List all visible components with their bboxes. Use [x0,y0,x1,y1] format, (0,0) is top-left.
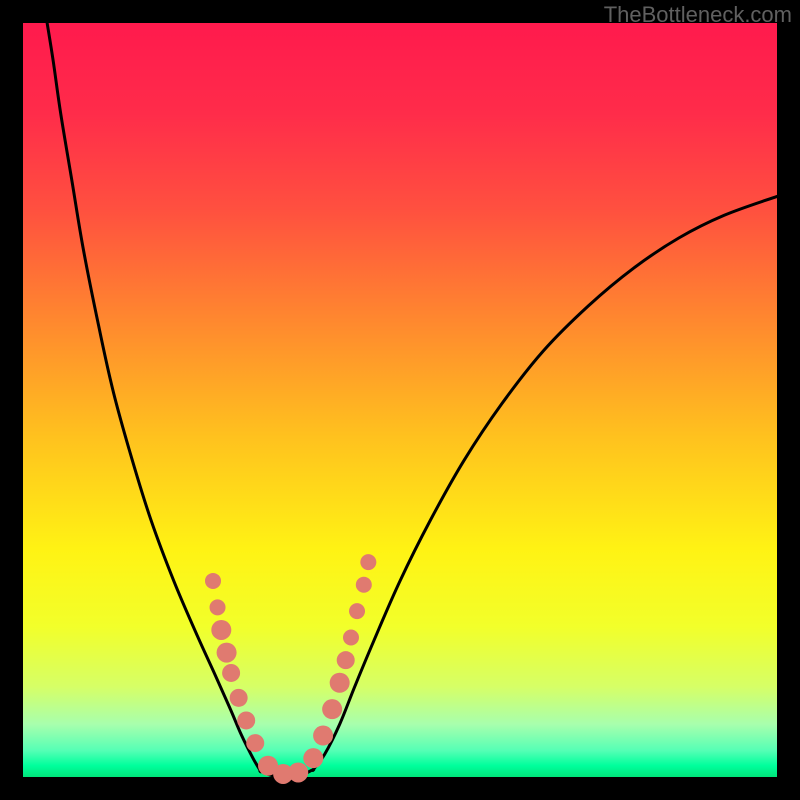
curve-marker [205,573,221,589]
curve-marker [246,734,264,752]
curve-marker [322,699,342,719]
plot-background [23,23,777,777]
curve-marker [210,599,226,615]
curve-marker [343,630,359,646]
curve-marker [349,603,365,619]
watermark-label: TheBottleneck.com [604,2,792,28]
bottleneck-chart [0,0,800,800]
curve-marker [356,577,372,593]
curve-marker [313,726,333,746]
curve-marker [211,620,231,640]
curve-marker [337,651,355,669]
curve-marker [230,689,248,707]
curve-marker [237,711,255,729]
curve-marker [330,673,350,693]
chart-container: TheBottleneck.com [0,0,800,800]
curve-marker [222,664,240,682]
curve-marker [217,643,237,663]
curve-marker [303,748,323,768]
curve-marker [360,554,376,570]
curve-marker [288,762,308,782]
